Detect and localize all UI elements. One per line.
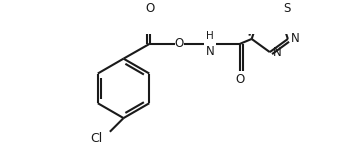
Text: O: O — [175, 37, 184, 50]
Text: Cl: Cl — [90, 132, 103, 145]
Text: S: S — [284, 2, 291, 15]
Text: N: N — [273, 46, 281, 59]
Text: O: O — [236, 73, 245, 86]
Text: O: O — [145, 2, 154, 15]
Text: N: N — [206, 45, 215, 58]
Text: N: N — [291, 32, 299, 45]
Text: H: H — [207, 31, 214, 41]
